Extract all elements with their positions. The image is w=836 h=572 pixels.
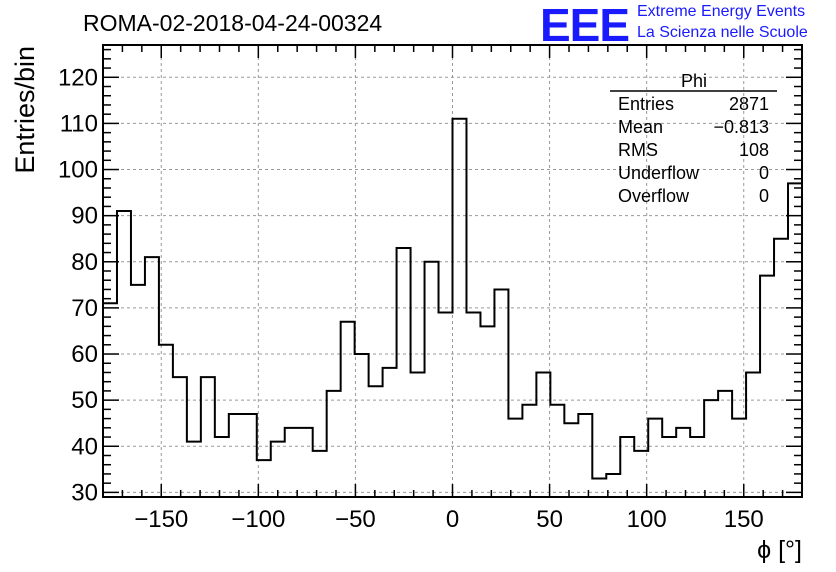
logo-line-2: La Scienza nelle Scuole <box>637 24 808 41</box>
logo-line-1: Extreme Energy Events <box>637 3 806 20</box>
stats-value: 0 <box>759 186 769 206</box>
eee-logo: EEE <box>540 0 630 51</box>
stats-value: −0.813 <box>713 117 769 137</box>
y-tick-label: 120 <box>58 64 98 91</box>
y-tick-label: 90 <box>71 203 98 230</box>
y-tick-label: 30 <box>71 479 98 506</box>
page-title: ROMA-02-2018-04-24-00324 <box>83 10 383 36</box>
x-axis-label: ϕ [°] <box>757 536 802 564</box>
y-tick-label: 110 <box>60 110 98 137</box>
y-tick-label: 50 <box>71 387 98 414</box>
stats-value: 0 <box>759 163 769 183</box>
y-tick-label: 40 <box>71 433 98 460</box>
stats-label: Entries <box>618 94 674 114</box>
x-tick-label: 0 <box>446 506 459 533</box>
plot-frame <box>102 44 803 498</box>
y-axis-label: Entries/bin <box>10 46 40 174</box>
stats-label: RMS <box>618 140 658 160</box>
x-tick-label: 100 <box>627 506 667 533</box>
y-tick-label: 70 <box>71 295 98 322</box>
y-tick-label: 60 <box>71 341 98 368</box>
axis-ticks <box>102 45 803 497</box>
tick-labels: −150 −100 −50 0 50 100 150 30 40 50 60 70 80 90 100 110… <box>58 64 764 533</box>
stats-value: 2871 <box>729 94 769 114</box>
y-tick-label: 100 <box>58 157 98 184</box>
histogram-line <box>103 117 802 480</box>
y-tick-label: 80 <box>71 249 98 276</box>
stats-box: Phi Entries 2871 Mean −0.813 RMS 108 Underflow… <box>610 71 777 206</box>
x-tick-label: 50 <box>536 506 563 533</box>
stats-label: Mean <box>618 117 663 137</box>
x-tick-label: 150 <box>724 506 764 533</box>
x-tick-label: −50 <box>335 506 376 533</box>
stats-label: Underflow <box>618 163 700 183</box>
x-tick-label: −150 <box>134 506 188 533</box>
stats-label: Overflow <box>618 186 690 206</box>
x-tick-label: −100 <box>231 506 285 533</box>
stats-value: 108 <box>739 140 769 160</box>
stats-title: Phi <box>681 71 707 91</box>
